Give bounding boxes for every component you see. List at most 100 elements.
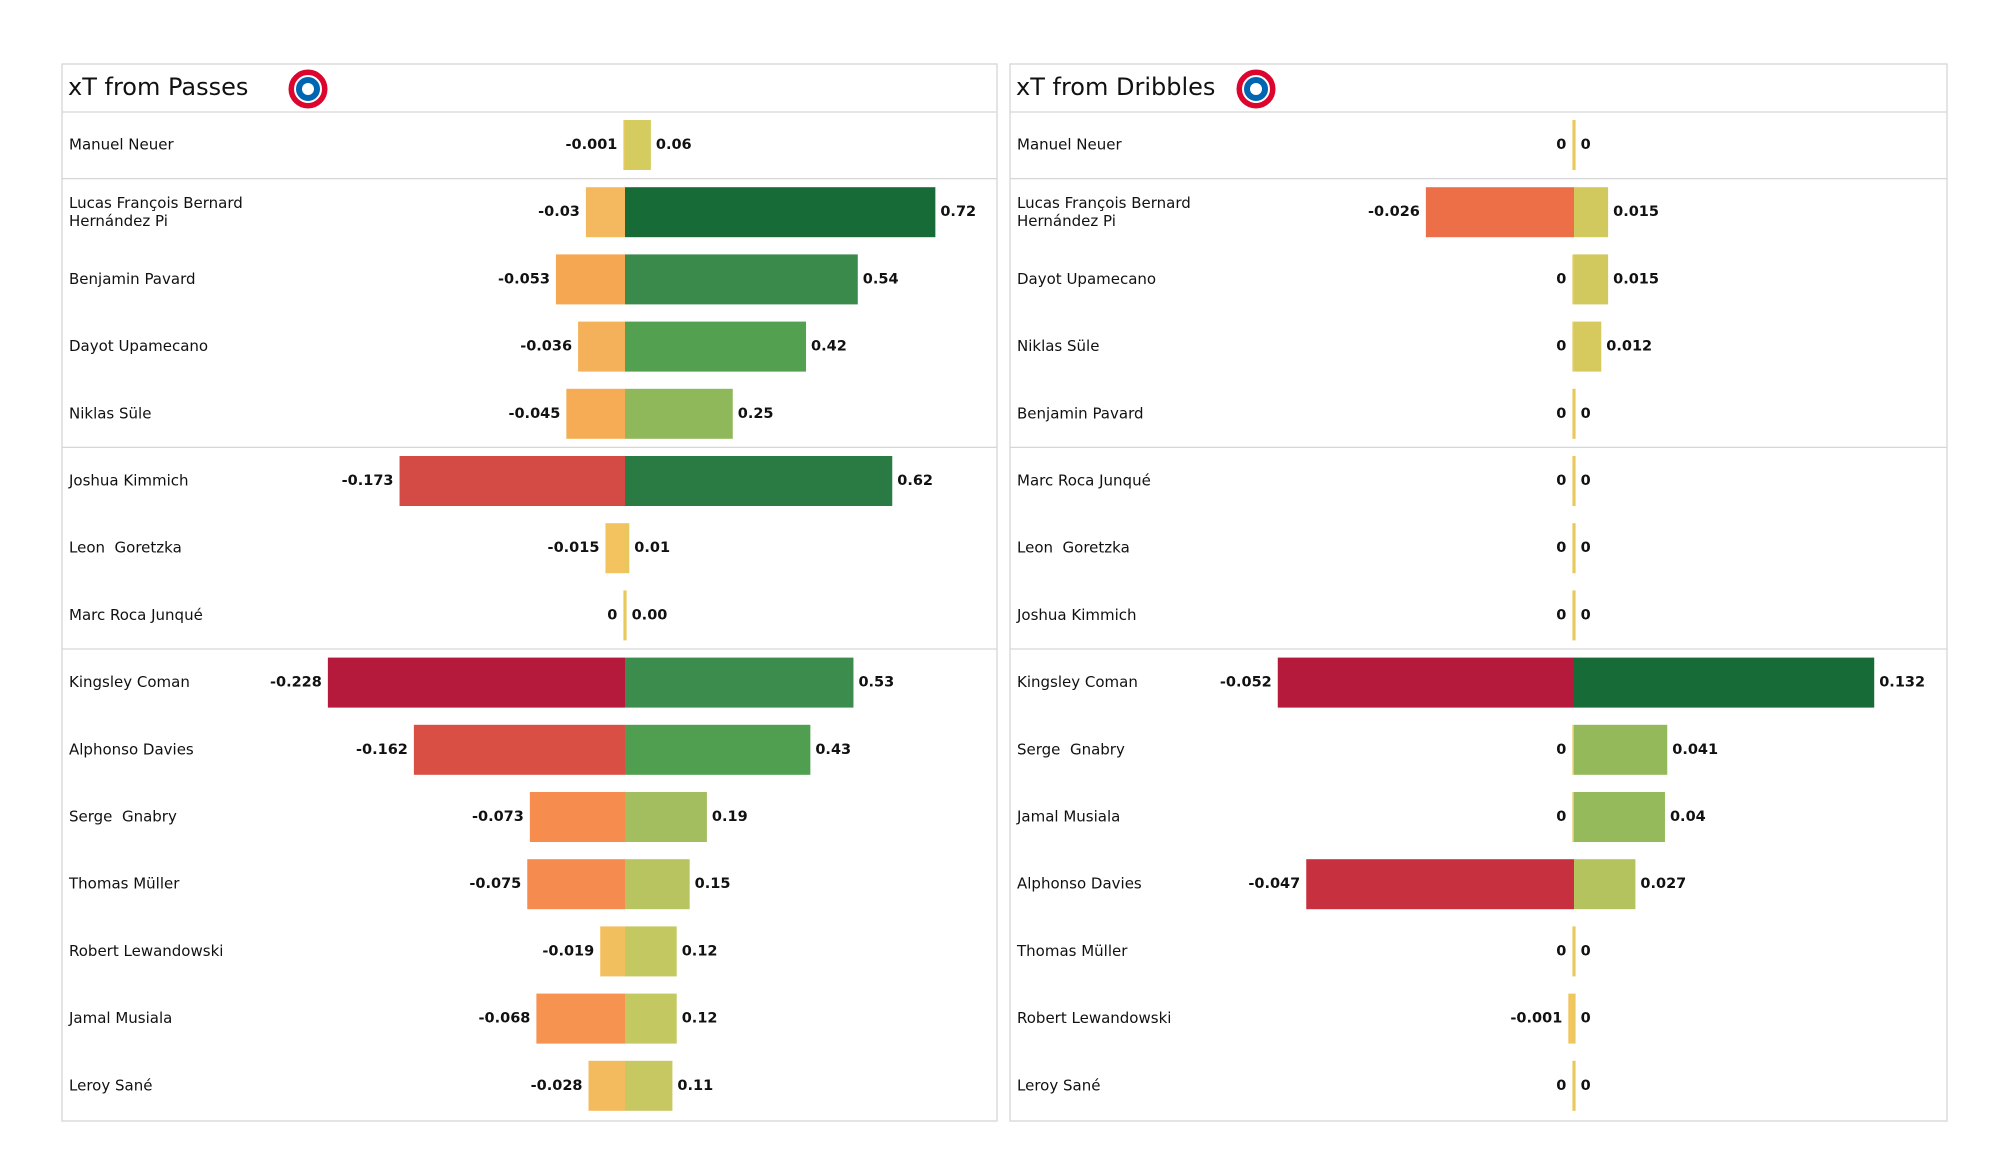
value-label: -0.162 [356, 742, 408, 758]
player-name: Kingsley Coman [1017, 673, 1138, 691]
value-label: 0 [607, 607, 617, 623]
value-label: 0 [1581, 1078, 1591, 1094]
player-name: Marc Roca Junqué [69, 606, 203, 624]
value-label: 0 [1556, 742, 1566, 758]
value-label: -0.075 [469, 876, 521, 892]
value-label: 0 [1581, 406, 1591, 422]
player-name: Leon Goretzka [69, 539, 182, 557]
bar [1277, 657, 1574, 708]
player-name: Dayot Upamecano [1017, 270, 1156, 288]
bar [625, 388, 733, 439]
value-label: -0.019 [542, 943, 594, 959]
player-name: Alphonso Davies [1017, 875, 1142, 893]
player-name: Thomas Müller [1016, 942, 1128, 960]
bar [1574, 523, 1576, 574]
bar [1572, 321, 1574, 372]
value-label: 0.04 [1670, 809, 1706, 825]
value-label: 0 [1556, 339, 1566, 355]
bar [566, 388, 625, 439]
bar [605, 523, 625, 574]
value-label: -0.173 [342, 473, 394, 489]
player-name: Lucas François Bernard Hernández Pi [1017, 194, 1191, 230]
value-label: 0 [1581, 540, 1591, 556]
value-label: 0 [1581, 1011, 1591, 1027]
player-name: Benjamin Pavard [69, 270, 196, 288]
bar [625, 1060, 673, 1111]
player-name: Joshua Kimmich [1016, 606, 1137, 624]
value-label: 0 [1556, 943, 1566, 959]
value-label: -0.03 [538, 204, 580, 220]
bar [1574, 321, 1602, 372]
bar [578, 321, 625, 372]
player-name: Serge Gnabry [1017, 740, 1125, 758]
player-name: Dayot Upamecano [69, 337, 208, 355]
value-label: 0.041 [1672, 742, 1718, 758]
bar [1306, 859, 1574, 910]
bar [625, 187, 936, 238]
value-label: 0 [1556, 406, 1566, 422]
panel: xT from Passes Manuel Neuer Lucas François… [61, 63, 998, 1122]
bar [555, 254, 625, 305]
value-label: -0.068 [478, 1011, 530, 1027]
value-label: 0.42 [811, 339, 847, 355]
player-name: Manuel Neuer [1017, 136, 1122, 154]
value-label: 0.12 [682, 943, 718, 959]
value-label: -0.001 [1510, 1011, 1562, 1027]
value-label: -0.047 [1248, 876, 1300, 892]
logo [302, 83, 314, 95]
bar [1425, 187, 1574, 238]
bar [625, 120, 651, 170]
bar [625, 724, 811, 775]
bar [1574, 254, 1609, 305]
player-name: Leon Goretzka [1017, 539, 1130, 557]
value-label: -0.028 [531, 1078, 583, 1094]
value-label: 0.15 [695, 876, 731, 892]
value-label: 0 [1581, 137, 1591, 153]
player-name: Jamal Musiala [1016, 808, 1120, 826]
bar [1574, 1060, 1576, 1111]
player-name: Manuel Neuer [69, 136, 174, 154]
value-label: 0.53 [858, 675, 894, 691]
player-name: Niklas Süle [1017, 337, 1099, 355]
bar [1574, 120, 1576, 170]
player-name: Benjamin Pavard [1017, 404, 1144, 422]
bar [1572, 792, 1574, 842]
value-label: -0.001 [566, 137, 618, 153]
bar [1572, 590, 1574, 641]
bar [625, 254, 858, 305]
panel: xT from Dribbles Manuel Neuer Lucas Franço… [1009, 63, 1948, 1122]
panel-frame [1009, 63, 1948, 1122]
bar [625, 321, 807, 372]
bar [1572, 926, 1574, 977]
bar [1572, 1060, 1574, 1111]
bar [399, 456, 625, 506]
bar [625, 456, 893, 506]
value-label: 0 [1556, 607, 1566, 623]
value-label: -0.053 [498, 271, 550, 287]
bar [1574, 993, 1576, 1044]
bar [625, 993, 677, 1044]
value-label: 0.027 [1640, 876, 1686, 892]
value-label: -0.015 [548, 540, 600, 556]
player-name: Niklas Süle [69, 404, 151, 422]
value-label: 0.72 [940, 204, 976, 220]
player-name: Thomas Müller [68, 875, 180, 893]
player-name: Marc Roca Junqué [1017, 472, 1151, 490]
bar [1574, 590, 1576, 641]
bar [600, 926, 625, 977]
bar [1574, 792, 1665, 842]
value-label: -0.052 [1220, 675, 1272, 691]
bar [1572, 120, 1574, 170]
value-label: 0 [1556, 137, 1566, 153]
value-label: 0 [1581, 473, 1591, 489]
bar [1574, 859, 1636, 910]
bar [529, 792, 625, 842]
value-label: 0.01 [634, 540, 670, 556]
bar [527, 859, 625, 910]
value-label: -0.026 [1368, 204, 1420, 220]
bar [588, 1060, 625, 1111]
value-label: 0.19 [712, 809, 748, 825]
bar [1572, 724, 1574, 775]
value-label: 0.62 [897, 473, 933, 489]
value-label: 0.25 [738, 406, 774, 422]
